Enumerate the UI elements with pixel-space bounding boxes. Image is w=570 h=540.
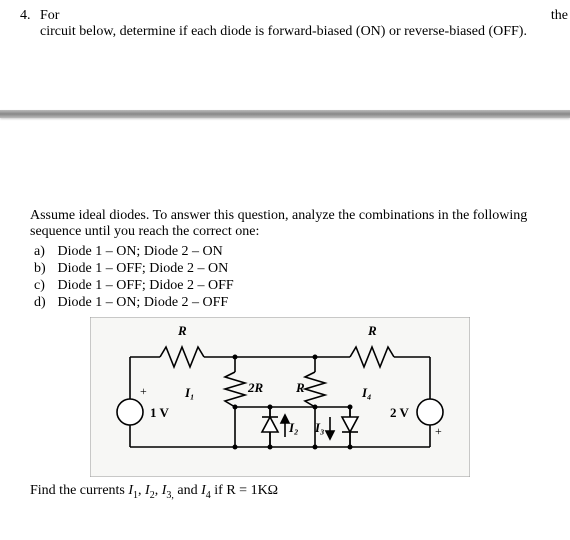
find-suffix: if R = 1KΩ	[211, 483, 278, 498]
option-text: Diode 1 – ON; Diode 2 – ON	[58, 244, 223, 259]
label-R-mid: R	[295, 380, 305, 395]
question-line2: circuit below, determine if each diode i…	[40, 24, 527, 39]
option-letter: d)	[34, 295, 54, 311]
option-c: c) Diode 1 – OFF; Didoe 2 – OFF	[34, 278, 550, 294]
instructions-line2: sequence until you reach the correct one…	[30, 224, 259, 239]
circuit-svg: + 1 V 2 V +	[90, 317, 470, 477]
label-2R: 2R	[247, 380, 264, 395]
label-R-right: R	[367, 323, 377, 338]
plus-left: +	[140, 384, 147, 398]
circuit-bg	[90, 317, 470, 477]
label-I4: I₄	[361, 385, 372, 400]
option-text: Diode 1 – ON; Diode 2 – OFF	[58, 295, 229, 310]
find-sep3: and	[174, 483, 201, 498]
find-prefix: Find the currents	[30, 483, 128, 498]
question-trailing: the	[551, 8, 568, 24]
question-lead: For	[40, 8, 59, 23]
label-I1: I₁	[184, 385, 195, 400]
find-sep1: ,	[138, 483, 145, 498]
plus-right: +	[435, 424, 442, 438]
option-letter: c)	[34, 278, 54, 294]
instructions-line1: Assume ideal diodes. To answer this ques…	[30, 208, 527, 223]
question-body: For circuit below, determine if each dio…	[40, 8, 530, 40]
label-R-left: R	[177, 323, 187, 338]
find-s3: 3,	[166, 490, 174, 501]
question-number: 4.	[20, 8, 31, 24]
label-2v: 2 V	[390, 405, 410, 420]
circuit-diagram: + 1 V 2 V +	[90, 317, 550, 477]
options-list: a) Diode 1 – ON; Diode 2 – ON b) Diode 1…	[30, 244, 550, 311]
instructions: Assume ideal diodes. To answer this ques…	[30, 208, 550, 240]
option-text: Diode 1 – OFF; Didoe 2 – OFF	[58, 278, 234, 293]
option-letter: b)	[34, 261, 54, 277]
label-I3: I₃	[314, 420, 325, 435]
option-b: b) Diode 1 – OFF; Diode 2 – ON	[34, 261, 550, 277]
lower-section: Assume ideal diodes. To answer this ques…	[0, 118, 570, 501]
find-sep2: ,	[155, 483, 162, 498]
option-letter: a)	[34, 244, 54, 260]
label-1v: 1 V	[150, 405, 170, 420]
option-text: Diode 1 – OFF; Diode 2 – ON	[58, 261, 229, 276]
section-divider	[0, 110, 570, 118]
find-currents: Find the currents I1, I2, I3, and I4 if …	[30, 483, 550, 501]
question-header: 4. For circuit below, determine if each …	[0, 0, 570, 40]
option-a: a) Diode 1 – ON; Diode 2 – ON	[34, 244, 550, 260]
label-I2: I₂	[288, 420, 299, 435]
option-d: d) Diode 1 – ON; Diode 2 – OFF	[34, 295, 550, 311]
